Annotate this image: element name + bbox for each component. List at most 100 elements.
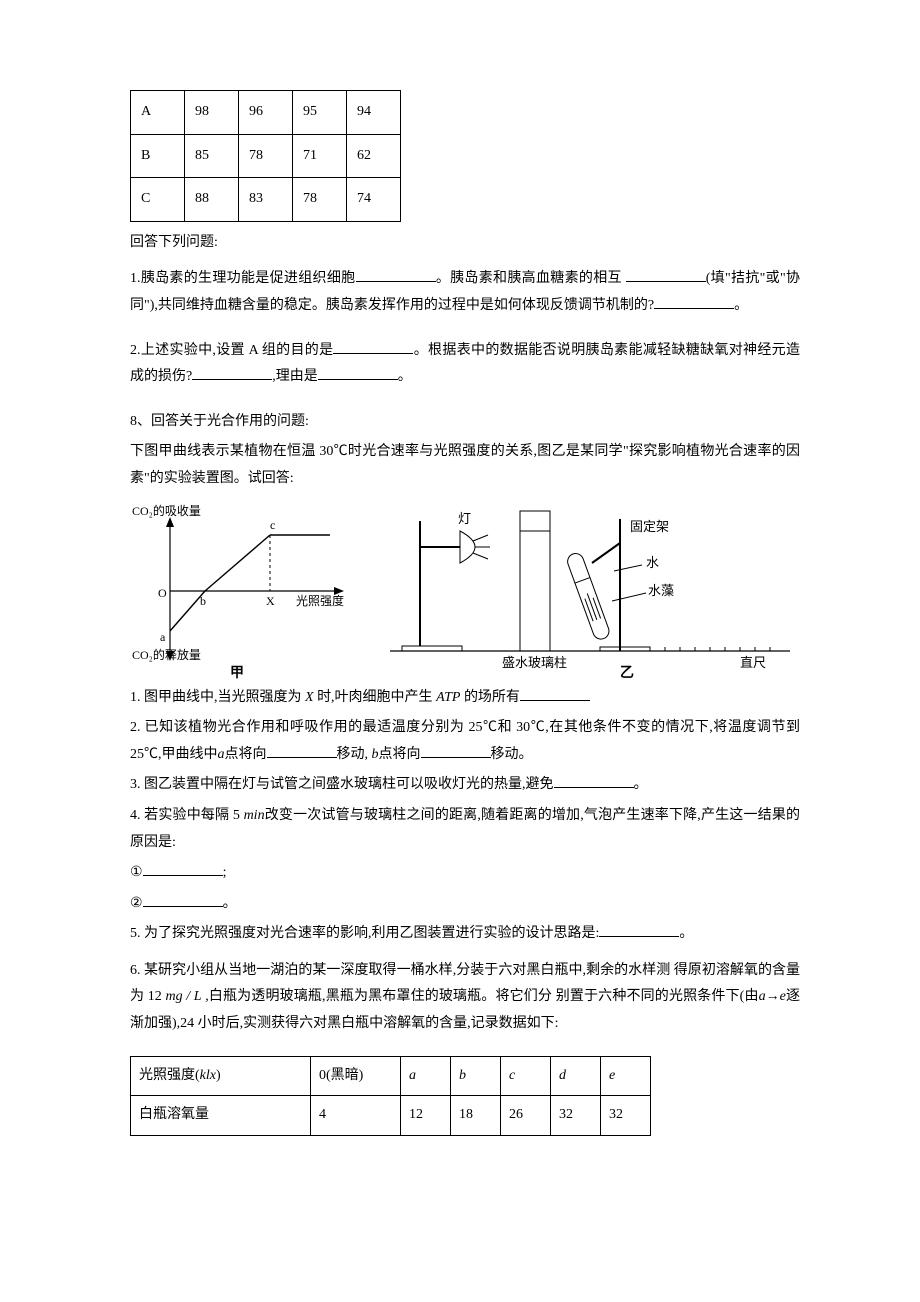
cell: 98 (185, 91, 239, 135)
var-a: a (218, 747, 225, 762)
blank-fill (626, 268, 706, 282)
text: 光照强度( (139, 1068, 200, 1083)
question-7-1: 1.胰岛素的生理功能是促进组织细胞。胰岛素和胰高血糖素的相互 (填"拮抗"或"协… (130, 266, 800, 319)
cell: 12 (401, 1096, 451, 1136)
blank-fill (192, 366, 272, 380)
cell: 96 (239, 91, 293, 135)
text: 移动。 (491, 747, 533, 762)
var-ATP: ATP (436, 690, 460, 705)
var-X: X (305, 690, 314, 705)
cell: 光照强度(klx) (131, 1056, 311, 1096)
cell: B (131, 134, 185, 178)
var-b: b (372, 747, 379, 762)
data-table-abc: A 98 96 95 94 B 85 78 71 62 C 88 83 78 7… (130, 90, 401, 222)
cell: 26 (501, 1096, 551, 1136)
text: 5. 为了探究光照强度对光合速率的影响,利用乙图装置进行实验的设计思路是: (130, 926, 599, 941)
var-klx: klx (200, 1068, 216, 1083)
diagram-yi: 直尺 灯 盛水玻璃柱 固定架 水 水藻 乙 (390, 501, 790, 681)
question-7-2: 2.上述实验中,设置 A 组的目的是。根据表中的数据能否说明胰岛素能减轻缺糖缺氧… (130, 338, 800, 391)
text: ) (216, 1068, 221, 1083)
cell: 85 (185, 134, 239, 178)
blank-fill (421, 744, 491, 758)
var-min: min (244, 808, 265, 823)
text: 的场所有 (460, 690, 520, 705)
cell: 62 (347, 134, 401, 178)
question-8-heading: 8、回答关于光合作用的问题: (130, 409, 800, 436)
blank-fill (267, 744, 337, 758)
cell: 95 (293, 91, 347, 135)
text: 2.上述实验中,设置 A 组的目的是 (130, 343, 333, 358)
cell: 83 (239, 178, 293, 222)
text: 6. 某研究小组从当地一湖泊的某一深度取得一桶水样,分装于六对黑白瓶中,剩余的水… (130, 963, 670, 978)
cell: e (601, 1056, 651, 1096)
text: 。胰岛素和胰高血糖素的相互 (436, 271, 622, 286)
cell: 71 (293, 134, 347, 178)
table-row: A 98 96 95 94 (131, 91, 401, 135)
clamp-label: 固定架 (630, 519, 669, 534)
column-label: 盛水玻璃柱 (502, 655, 567, 670)
text: 时,叶肉细胞中产生 (314, 690, 437, 705)
cell: 78 (239, 134, 293, 178)
caption-jia: 甲 (230, 665, 244, 681)
pt-c: c (270, 518, 275, 532)
cell: 4 (311, 1096, 401, 1136)
text: 1.胰岛素的生理功能是促进组织细胞 (130, 271, 356, 286)
water-label: 水 (646, 555, 659, 570)
text: 别置于六种不同的光照条件下(由 (556, 989, 759, 1004)
ruler-label: 直尺 (740, 655, 766, 670)
text: 。 (398, 369, 412, 384)
cell: A (131, 91, 185, 135)
caption-yi: 乙 (620, 665, 634, 681)
blank-fill (599, 923, 679, 937)
cell: b (451, 1056, 501, 1096)
text: 。 (679, 926, 693, 941)
x-label: 光照强度 (296, 593, 344, 608)
table-row: C 88 83 78 74 (131, 178, 401, 222)
cell: 32 (601, 1096, 651, 1136)
y-label-bot: CO₂的释放量 (132, 647, 201, 662)
question-8-4-opt2: ②。 (130, 891, 800, 918)
blank-fill (356, 268, 436, 282)
question-8-3: 3. 图乙装置中隔在灯与试管之间盛水玻璃柱可以吸收灯光的热量,避免 。 (130, 772, 800, 799)
answer-intro: 回答下列问题: (130, 230, 800, 257)
pt-b: b (200, 594, 206, 608)
blank-fill (333, 340, 413, 354)
text: 移动, (337, 747, 372, 762)
question-8-4: 4. 若实验中每隔 5 min改变一次试管与玻璃柱之间的距离,随着距离的增加,气… (130, 803, 800, 856)
diagram-jia: CO₂的吸收量 O a b c X 光照强度 CO₂的释放量 甲 (130, 501, 360, 681)
opt-1: ① (130, 860, 143, 887)
question-8-6: 6. 某研究小组从当地一湖泊的某一深度取得一桶水样,分装于六对黑白瓶中,剩余的水… (130, 958, 800, 1038)
text: 3. 图乙装置中隔在灯与试管之间盛水玻璃柱可以吸收灯光的热量,避免 (130, 777, 554, 792)
var-mgL: mg / L (165, 989, 201, 1004)
cell: c (501, 1056, 551, 1096)
lamp-label: 灯 (458, 511, 471, 526)
text: 。 (634, 777, 648, 792)
pt-a: a (160, 630, 166, 644)
text: ,理由是 (272, 369, 318, 384)
question-8-1: 1. 图甲曲线中,当光照强度为 X 时,叶肉细胞中产生 ATP 的场所有 (130, 685, 800, 712)
y-label-top: CO₂的吸收量 (132, 503, 201, 518)
cell: 74 (347, 178, 401, 222)
cell: 94 (347, 91, 401, 135)
table-row: 白瓶溶氧量 4 12 18 26 32 32 (131, 1096, 651, 1136)
text: ; (223, 865, 227, 880)
question-8-2: 2. 已知该植物光合作用和呼吸作用的最适温度分别为 25℃和 30℃,在其他条件… (130, 715, 800, 768)
cell: 78 (293, 178, 347, 222)
blank-fill (143, 893, 223, 907)
cell: 白瓶溶氧量 (131, 1096, 311, 1136)
table-row: B 85 78 71 62 (131, 134, 401, 178)
blank-fill (143, 862, 223, 876)
text: 。 (734, 298, 748, 313)
table-row: 光照强度(klx) 0(黑暗) a b c d e (131, 1056, 651, 1096)
diagram-row: CO₂的吸收量 O a b c X 光照强度 CO₂的释放量 甲 直 (130, 501, 800, 681)
cell: 88 (185, 178, 239, 222)
blank-fill (318, 366, 398, 380)
light-oxygen-table: 光照强度(klx) 0(黑暗) a b c d e 白瓶溶氧量 4 12 18 … (130, 1056, 651, 1136)
text: 点将向 (225, 747, 267, 762)
blank-fill (654, 295, 734, 309)
origin-label: O (158, 586, 167, 600)
cell: C (131, 178, 185, 222)
cell: a (401, 1056, 451, 1096)
text: ,白瓶为透明玻璃瓶,黑瓶为黑布罩住的玻璃瓶。将它们分 (202, 989, 553, 1004)
text: 4. 若实验中每隔 5 (130, 808, 244, 823)
